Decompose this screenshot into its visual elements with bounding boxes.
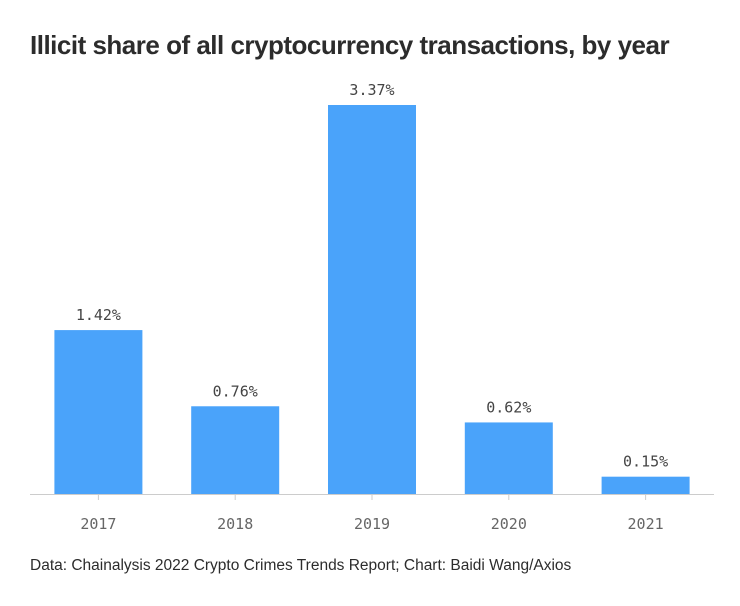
x-tick-label-2019: 2019 <box>354 515 390 533</box>
bar-2021 <box>601 476 690 494</box>
x-tick-label-2018: 2018 <box>217 515 253 533</box>
x-axis-ticks: 2017 2018 2019 2020 2021 <box>80 494 664 533</box>
x-tick-label-2021: 2021 <box>628 515 664 533</box>
value-label-2019: 3.37% <box>349 81 394 99</box>
bars-group <box>54 105 690 494</box>
value-labels-group: 1.42% 0.76% 3.37% 0.62% 0.15% <box>76 81 668 471</box>
chart-title: Illicit share of all cryptocurrency tran… <box>30 30 670 60</box>
x-tick-label-2017: 2017 <box>80 515 116 533</box>
value-label-2017: 1.42% <box>76 306 121 324</box>
bar-2019 <box>328 105 416 494</box>
bar-2018 <box>191 406 280 494</box>
bar-2017 <box>54 330 143 494</box>
value-label-2020: 0.62% <box>486 398 531 416</box>
bar-2020 <box>464 422 553 494</box>
source-note: Data: Chainalysis 2022 Crypto Crimes Tre… <box>30 557 572 574</box>
value-label-2018: 0.76% <box>213 382 258 400</box>
value-label-2021: 0.15% <box>623 453 668 471</box>
x-tick-label-2020: 2020 <box>491 515 527 533</box>
